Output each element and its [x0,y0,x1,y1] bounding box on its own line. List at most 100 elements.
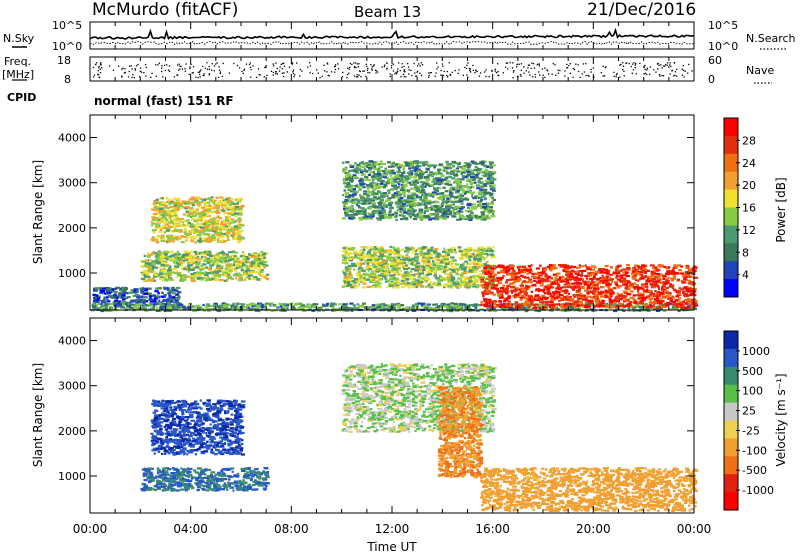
power-cell [395,190,401,193]
power-cell [114,306,117,309]
freq-point [371,68,373,70]
power-cell [428,184,432,188]
power-cell [365,278,370,281]
power-cell [449,272,452,275]
power-cell [170,254,175,257]
power-cell [473,249,477,252]
power-cell [487,217,491,220]
power-cell [242,273,247,276]
power-cell [360,207,365,210]
power-cell [160,220,164,223]
power-cell [447,183,453,186]
power-cell [183,231,187,234]
power-cell [178,255,183,258]
power-cell [207,253,212,256]
freq-point [139,70,141,72]
power-cell [400,261,404,264]
power-cell [165,264,169,267]
freq-point [215,63,217,65]
freq-point [143,72,145,74]
power-cell [371,304,376,307]
power-cell [251,307,254,310]
power-cell [426,201,432,204]
power-cell [421,258,426,261]
power-cell [371,264,376,267]
freq-point [585,63,587,65]
power-cell [353,250,358,253]
freq-point [317,72,319,74]
power-cell [478,162,483,165]
freq-point [528,64,531,66]
power-cell [239,236,245,239]
power-cell [242,258,247,261]
power-cell [451,207,455,210]
power-cell [177,263,181,266]
power-cell [185,210,189,213]
power-cell [467,247,473,250]
power-cell [98,287,102,290]
power-cell [345,270,348,273]
power-cell [392,270,398,273]
freq-point [538,63,540,65]
power-cell [444,278,448,281]
power-cell [434,209,439,212]
power-cell [108,294,111,298]
freq-point [360,76,362,78]
power-cell [485,260,489,263]
power-cell [447,251,450,254]
power-cell [228,235,231,238]
power-cell [411,192,414,196]
freq-point [334,64,337,66]
power-cell [213,260,216,263]
power-cell [181,276,186,279]
power-cell [454,266,457,269]
freq-point [663,65,665,67]
power-cell [148,298,154,301]
power-cell [205,266,208,269]
power-cell [358,206,362,209]
power-cell [148,263,152,266]
power-cell [417,202,421,205]
power-cell [454,191,460,194]
power-cell [378,278,381,281]
power-cell [161,202,166,205]
power-cell [483,175,487,178]
power-cell [161,279,164,282]
freq-point [249,62,251,64]
freq-point [341,76,344,78]
power-cell [167,306,173,309]
power-cell [392,307,396,310]
power-cell [204,220,210,223]
power-cell [451,262,454,265]
power-cell [252,307,257,311]
power-cell [228,267,233,270]
power-cell [454,200,459,203]
power-cell [360,246,364,249]
power-cell [234,214,238,218]
power-cell [160,237,165,240]
power-cell [241,261,245,264]
power-cell [161,291,164,294]
power-cell [406,272,410,275]
power-cell [97,297,101,300]
power-cell [215,259,219,262]
power-cell [407,286,411,289]
power-cell [447,253,451,256]
freq-point [658,74,661,76]
power-cell [440,214,445,218]
power-cell [113,291,116,294]
freq-point [265,65,267,67]
power-cell [669,303,672,306]
power-cell [95,299,99,302]
power-cell [216,264,221,267]
power-cell [473,274,479,277]
power-cell [183,276,187,279]
freq-point [239,67,241,69]
power-cell [375,248,378,251]
power-cell [265,273,270,276]
power-cell [484,170,490,173]
power-cell [242,254,247,257]
power-cell [473,263,479,266]
power-cell [175,254,179,257]
freq-point [573,68,576,71]
